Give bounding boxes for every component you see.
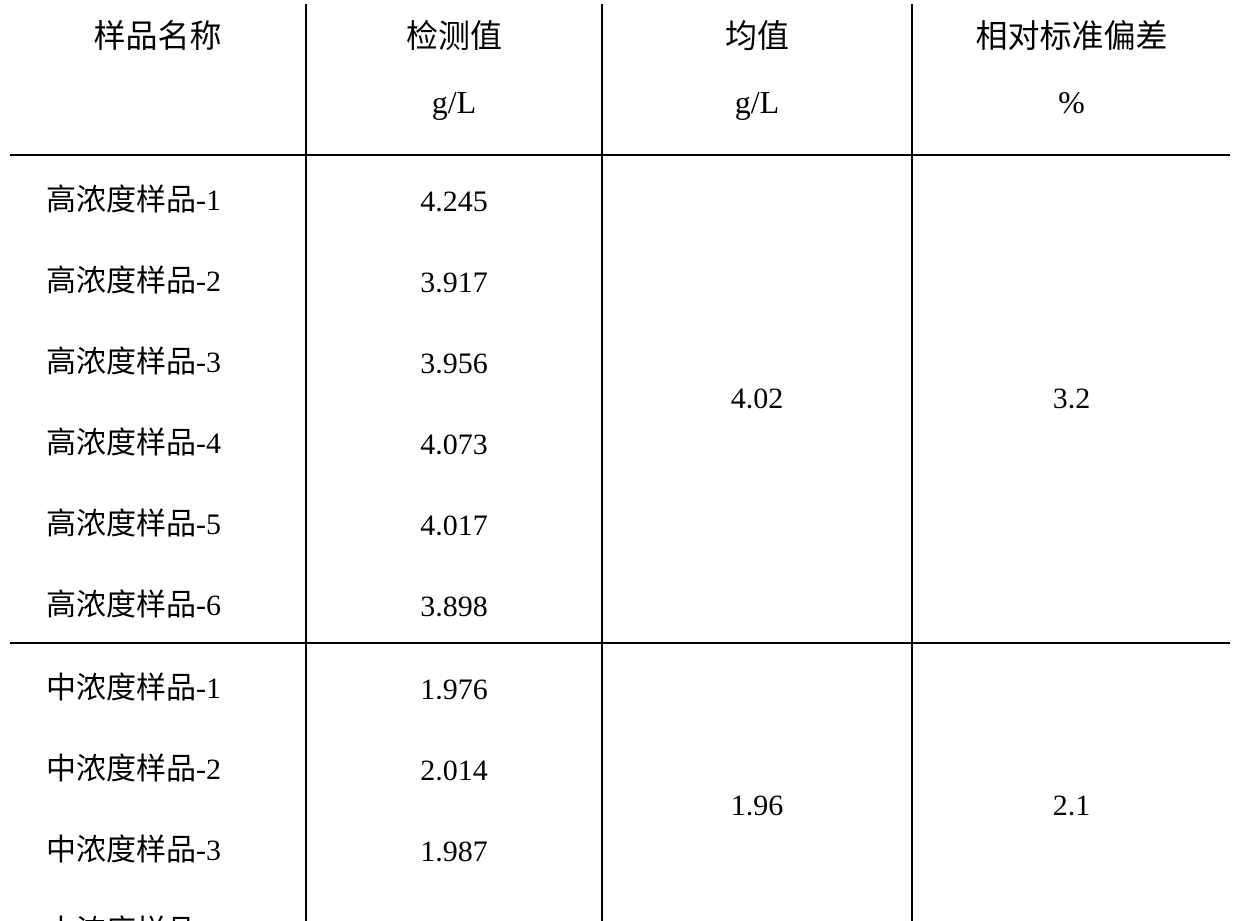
- cell-sample-value: 1.915: [306, 887, 602, 921]
- cell-sample-value: 1.987: [306, 806, 602, 887]
- col-header-value: 检测值 g/L: [306, 4, 602, 155]
- cell-sample-name: 中浓度样品-1: [10, 643, 306, 725]
- col-header-value-label: 检测值: [406, 20, 502, 52]
- col-header-mean-unit: g/L: [735, 86, 779, 118]
- cell-sample-value: 4.073: [306, 399, 602, 480]
- col-header-mean: 均值 g/L: [602, 4, 912, 155]
- cell-sample-name: 高浓度样品-3: [10, 318, 306, 399]
- col-header-name: 样品名称: [10, 4, 306, 155]
- cell-sample-name: 高浓度样品-5: [10, 480, 306, 561]
- cell-group-mean: 1.96: [602, 643, 912, 921]
- cell-sample-name: 高浓度样品-2: [10, 237, 306, 318]
- cell-group-mean: 4.02: [602, 155, 912, 643]
- col-header-rsd-label: 相对标准偏差: [975, 20, 1167, 52]
- cell-sample-value: 4.017: [306, 480, 602, 561]
- page: 样品名称 检测值 g/L 均值 g/L 相对标准偏差 %: [0, 0, 1240, 921]
- col-header-mean-label: 均值: [725, 20, 789, 52]
- table-row: 高浓度样品-1 4.245 4.02 3.2: [10, 155, 1230, 237]
- cell-sample-name: 中浓度样品-2: [10, 725, 306, 806]
- cell-sample-name: 高浓度样品-1: [10, 155, 306, 237]
- cell-sample-name: 高浓度样品-4: [10, 399, 306, 480]
- cell-sample-name: 中浓度样品-4: [10, 887, 306, 921]
- cell-sample-name: 高浓度样品-6: [10, 561, 306, 643]
- table-row: 中浓度样品-1 1.976 1.96 2.1: [10, 643, 1230, 725]
- cell-group-rsd: 3.2: [912, 155, 1230, 643]
- cell-sample-value: 2.014: [306, 725, 602, 806]
- cell-sample-value: 4.245: [306, 155, 602, 237]
- table-header-row: 样品名称 检测值 g/L 均值 g/L 相对标准偏差 %: [10, 4, 1230, 155]
- cell-sample-value: 1.976: [306, 643, 602, 725]
- cell-group-rsd: 2.1: [912, 643, 1230, 921]
- cell-sample-value: 3.956: [306, 318, 602, 399]
- col-header-rsd-unit: %: [1058, 86, 1085, 118]
- cell-sample-name: 中浓度样品-3: [10, 806, 306, 887]
- cell-sample-value: 3.898: [306, 561, 602, 643]
- data-table: 样品名称 检测值 g/L 均值 g/L 相对标准偏差 %: [10, 4, 1230, 921]
- col-header-name-label: 样品名称: [93, 20, 221, 52]
- col-header-value-unit: g/L: [432, 86, 476, 118]
- col-header-rsd: 相对标准偏差 %: [912, 4, 1230, 155]
- cell-sample-value: 3.917: [306, 237, 602, 318]
